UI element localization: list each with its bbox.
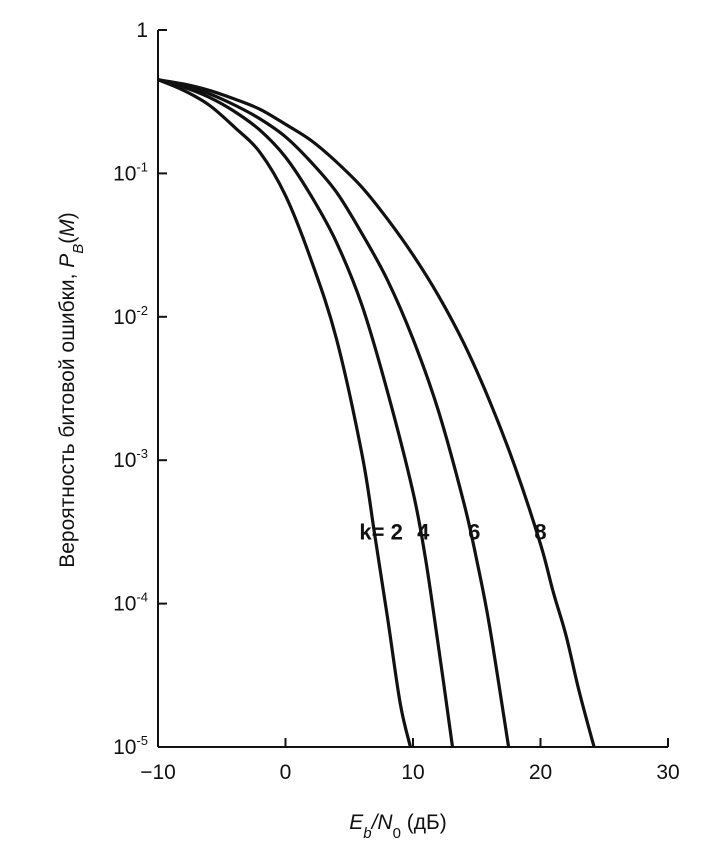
y-tick-label: 10-1: [113, 159, 148, 185]
series-labels: k= 2 4 6 8: [359, 519, 546, 544]
series-line-3: [157, 78, 511, 748]
y-tick-label: 10-3: [113, 446, 148, 472]
y-tick-label: 10-5: [113, 733, 148, 759]
series-line-2: [157, 78, 455, 748]
y-tick-label: 10-2: [113, 303, 148, 329]
series-label-2: 4: [417, 519, 430, 544]
y-tick-label: 1: [136, 19, 148, 42]
series-label-3: 6: [468, 519, 480, 544]
series-line-1: [157, 78, 412, 748]
x-tick-label: 10: [401, 761, 424, 784]
x-tick-label: 30: [656, 761, 679, 784]
x-axis-label: Eb/N0 (дБ): [349, 811, 447, 842]
ticks: −10 0 10 20 30 1 10-1 10-2 10-3 10-4 10-5: [113, 19, 680, 784]
x-tick-label: −10: [140, 761, 176, 784]
y-tick-label: 10-4: [113, 590, 148, 616]
y-axis-label: Вероятность битовой ошибки, PB(M): [56, 212, 87, 568]
x-tick-label: 20: [529, 761, 552, 784]
curves: [157, 78, 596, 748]
x-tick-label: 0: [280, 761, 292, 784]
series-label-1: k= 2: [359, 519, 402, 544]
series-line-4: [157, 78, 596, 748]
series-label-4: 8: [534, 519, 546, 544]
